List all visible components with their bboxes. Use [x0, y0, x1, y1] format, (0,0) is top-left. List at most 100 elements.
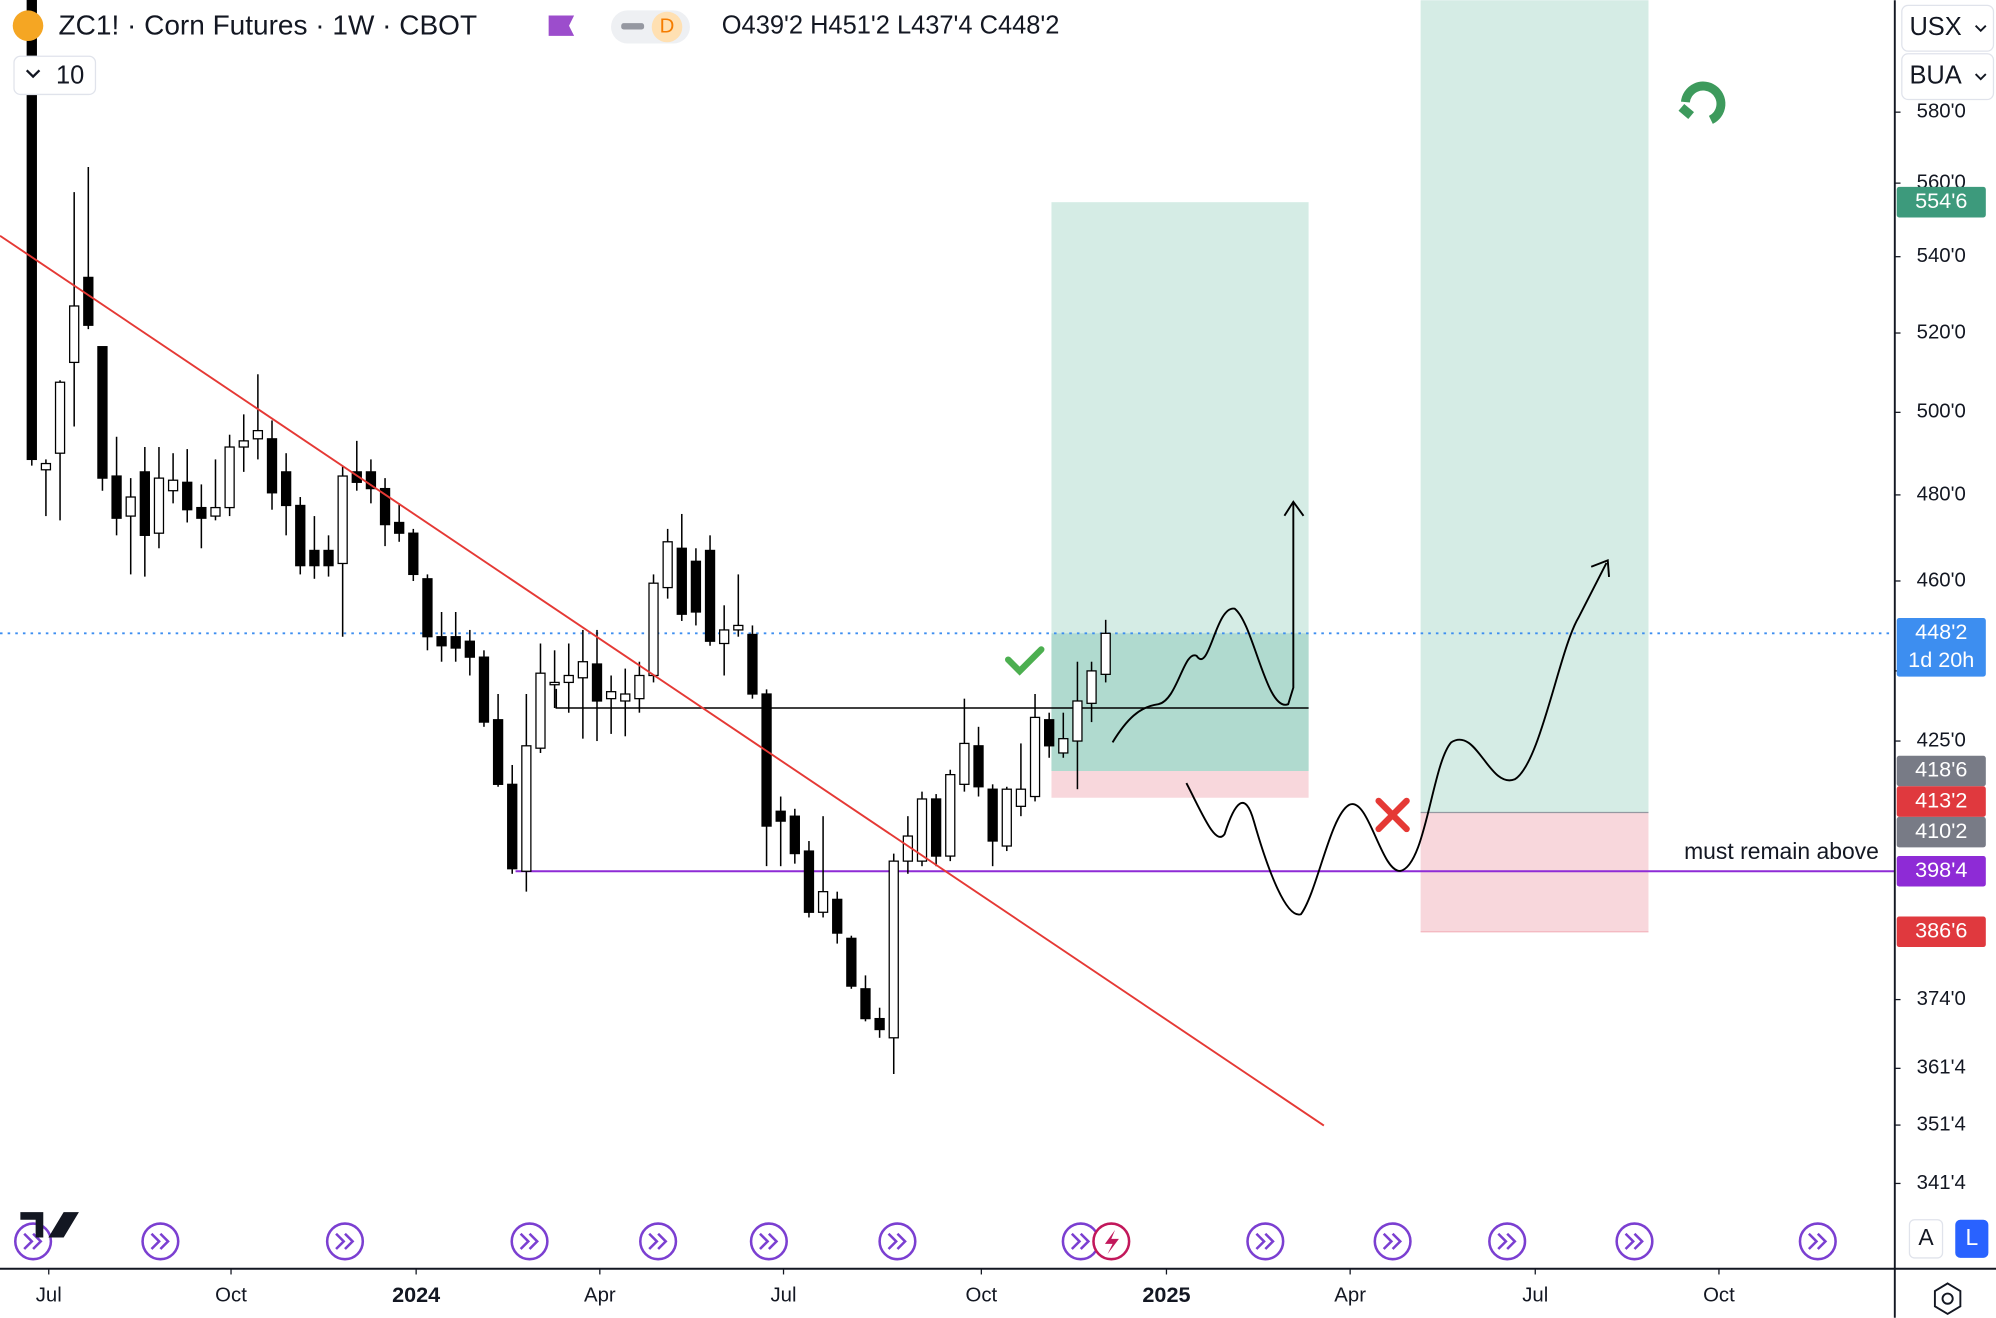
overlay: must remain above	[0, 81, 1879, 1127]
settings-icon[interactable]	[1933, 1282, 1962, 1316]
candle-body	[266, 438, 278, 494]
candle-body	[549, 681, 560, 686]
candle-body	[1086, 670, 1097, 704]
log-button[interactable]	[1955, 1219, 1989, 1258]
candle-body	[803, 850, 815, 913]
event-icon-arrow	[1807, 1232, 1828, 1250]
candle-body	[676, 547, 687, 615]
candle-body	[323, 549, 334, 567]
magnet-icon	[1678, 103, 1695, 119]
currency-select[interactable]	[1901, 4, 1995, 52]
event-icon-arrow	[1070, 1232, 1091, 1250]
logo	[20, 1212, 79, 1238]
candle-body	[337, 475, 348, 565]
unit-select[interactable]	[1901, 53, 1995, 101]
chevron	[1974, 73, 1987, 81]
price-label-bg	[1896, 855, 1986, 887]
arrow-head	[1283, 500, 1305, 517]
magnet-icon	[1680, 81, 1726, 124]
arrow-head	[1590, 558, 1610, 577]
candle-body	[238, 440, 249, 448]
price-label-bg	[1896, 618, 1986, 677]
candle-body	[930, 798, 942, 857]
price-label-bg	[1896, 186, 1986, 218]
indicator-count[interactable]: 10	[56, 61, 84, 89]
candle-body	[167, 479, 179, 492]
candle-body	[252, 429, 264, 440]
candle-body	[860, 988, 871, 1020]
price-label: 410'2	[1915, 818, 1967, 843]
candle-body	[888, 860, 899, 1039]
forecast-curve	[1185, 562, 1608, 916]
event-icon-arrow	[648, 1232, 668, 1250]
event-icon-arrow	[519, 1232, 539, 1250]
candle-body	[648, 582, 659, 677]
x-tick-label: 2025	[1142, 1282, 1190, 1307]
unit[interactable]: BUA	[1909, 61, 1961, 89]
candle-body	[945, 773, 956, 857]
drawings	[0, 0, 1895, 933]
candle-body	[153, 477, 165, 534]
candle-body	[492, 719, 504, 785]
indicator-toggle[interactable]	[13, 55, 97, 96]
auto-button[interactable]	[1908, 1219, 1944, 1259]
candle-body	[521, 745, 532, 872]
event-icon-arrow	[1382, 1232, 1403, 1250]
event-icon-bolt	[1104, 1229, 1119, 1255]
event-icon-arrow	[1624, 1232, 1644, 1250]
time-axis-bg	[0, 1269, 1996, 1318]
event-icon-arrow	[1255, 1232, 1275, 1250]
price-label: 418'6	[1915, 757, 1967, 782]
x-tick-label: Jul	[771, 1284, 797, 1306]
candle-body	[987, 788, 998, 842]
y-tick-label: 460'0	[1917, 569, 1966, 591]
log-button-label[interactable]: L	[1965, 1224, 1978, 1250]
candle-body	[577, 661, 589, 679]
candles	[26, 0, 1111, 1074]
candle-body	[662, 541, 673, 589]
badge: D	[660, 15, 675, 37]
annotation: must remain above	[1684, 838, 1879, 864]
range-line	[555, 688, 1309, 709]
candle-body	[846, 937, 857, 987]
candle-body	[351, 471, 362, 483]
x-tick-label: Oct	[966, 1284, 998, 1306]
candle-body	[973, 745, 984, 788]
symbol-icon	[12, 10, 44, 41]
candle-body	[422, 578, 433, 638]
candle-body	[450, 636, 461, 649]
event-icon-arrow	[887, 1232, 907, 1250]
candle-body	[280, 471, 292, 507]
candle-body	[1058, 738, 1069, 754]
candle-body	[591, 663, 603, 702]
candle-body	[83, 276, 94, 326]
price-label: 413'2	[1915, 787, 1967, 812]
y-axis: 341'4351'4361'4374'0425'0440'0460'0480'0…	[1894, 101, 1986, 1194]
event-icon-arrow	[759, 1232, 779, 1250]
candle-body	[224, 446, 235, 509]
event-icon-arrow	[335, 1232, 355, 1250]
cross-mark	[1375, 797, 1410, 833]
currency[interactable]: USX	[1909, 13, 1961, 41]
x-tick-label: Apr	[1334, 1284, 1366, 1306]
candle-body	[761, 693, 772, 827]
price-label-bg	[1896, 755, 1986, 787]
event-icon-arrow	[1497, 1232, 1517, 1250]
candle-body	[1015, 788, 1027, 807]
price-label: 448'2	[1915, 619, 1967, 644]
candle-body	[111, 475, 122, 519]
candle-body	[26, 0, 37, 461]
badge-circle	[651, 11, 683, 43]
candle-body	[733, 624, 744, 631]
y-tick-label: 361'4	[1917, 1057, 1966, 1079]
candle-body	[54, 381, 66, 454]
candle-body	[196, 506, 207, 519]
flag-icon	[548, 15, 575, 36]
y-tick-label: 520'0	[1917, 321, 1966, 343]
candle-body	[408, 532, 419, 576]
candle-body	[139, 471, 150, 536]
candle-body	[1072, 700, 1083, 742]
auto-button-label[interactable]: A	[1918, 1224, 1934, 1250]
badge-bar	[621, 23, 645, 30]
